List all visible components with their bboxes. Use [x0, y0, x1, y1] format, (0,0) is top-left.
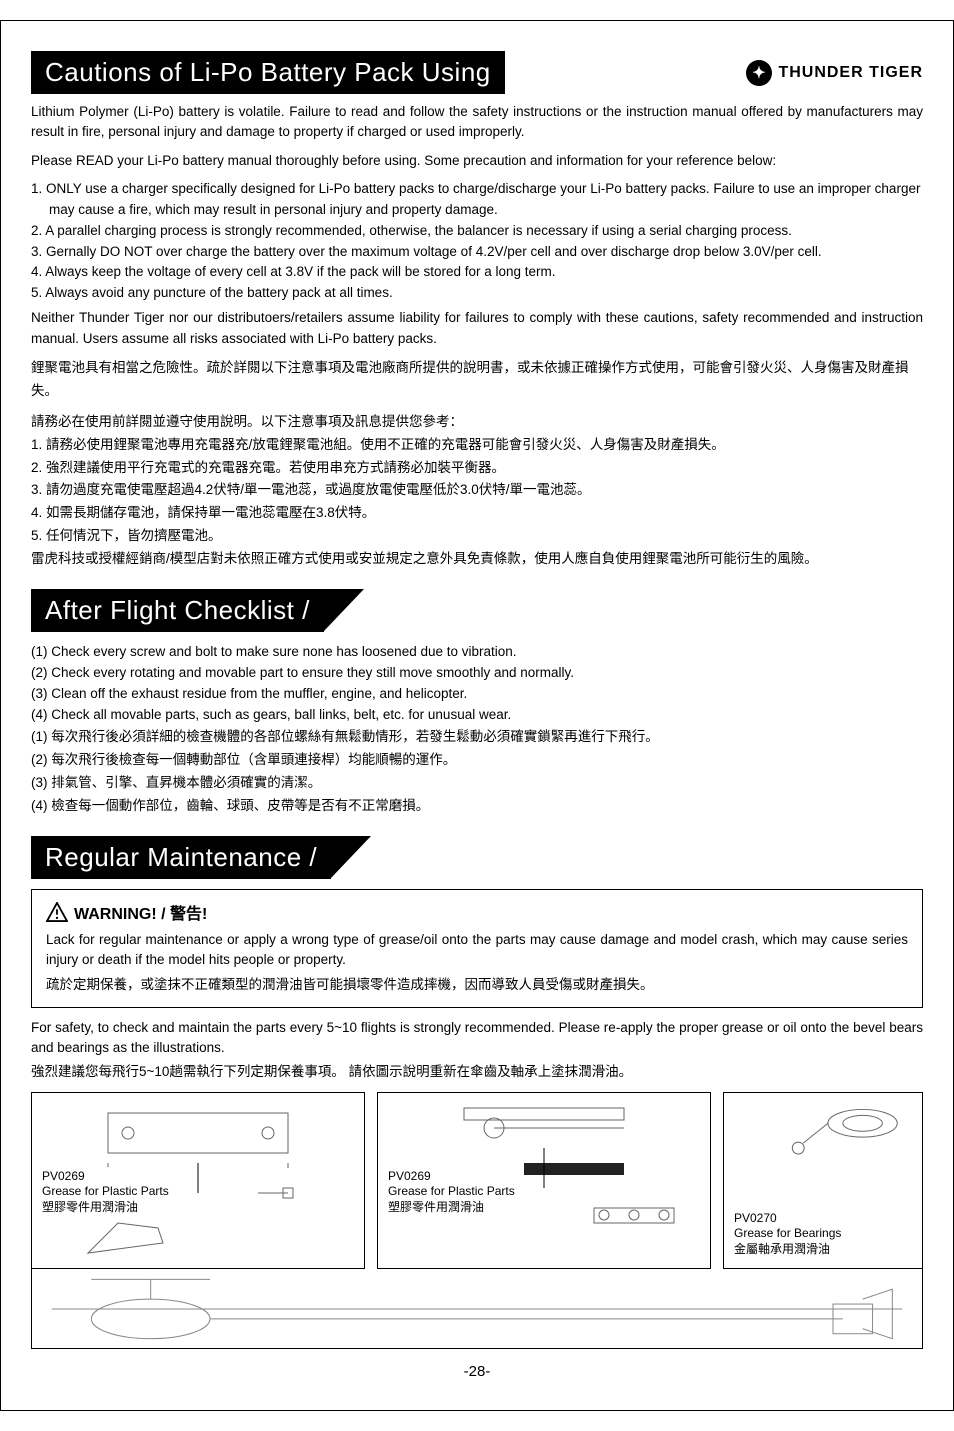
- bottom-schematic: [31, 1269, 923, 1349]
- figure-b: PV0269 Grease for Plastic Parts 塑膠零件用潤滑油: [377, 1092, 711, 1269]
- fig-a-label: PV0269 Grease for Plastic Parts 塑膠零件用潤滑油: [40, 1167, 171, 1218]
- maint-header-wrap: Regular Maintenance /: [31, 836, 923, 879]
- lipo-cjk-1: 鋰聚電池具有相當之危險性。疏於詳閱以下注意事項及電池廠商所提供的說明書，或未依據…: [31, 357, 923, 403]
- section-title-maint: Regular Maintenance /: [31, 836, 331, 879]
- fig-c-en: Grease for Bearings: [734, 1226, 841, 1242]
- fig-a-code: PV0269: [42, 1169, 169, 1185]
- lipo-item: 3. Gernally DO NOT over charge the batte…: [31, 242, 923, 263]
- fig-b-label: PV0269 Grease for Plastic Parts 塑膠零件用潤滑油: [386, 1167, 517, 1218]
- lipo-cjk-item: 2. 強烈建議使用平行充電式的充電器充電。若使用串充方式請務必加裝平衡器。: [31, 457, 923, 480]
- lipo-cjk-disclaimer: 雷虎科技或授權經銷商/模型店對未依照正確方式使用或安並規定之意外具免責條款，使用…: [31, 548, 923, 571]
- warning-title: WARNING! / 警告!: [46, 900, 908, 924]
- lipo-list: 1. ONLY use a charger specifically desig…: [31, 179, 923, 305]
- section-title-after: After Flight Checklist /: [31, 589, 324, 632]
- figure-a: PV0269 Grease for Plastic Parts 塑膠零件用潤滑油: [31, 1092, 365, 1269]
- after-header-wrap: After Flight Checklist /: [31, 589, 923, 632]
- after-item: (4) Check all movable parts, such as gea…: [31, 705, 923, 726]
- fig-a-en: Grease for Plastic Parts: [42, 1184, 169, 1200]
- after-item: (3) 排氣管、引擎、直昇機本體必須確實的清潔。: [31, 772, 923, 795]
- lipo-cjk-list: 1. 請務必使用鋰聚電池專用充電器充/放電鋰聚電池組。使用不正確的充電器可能會引…: [31, 434, 923, 549]
- warning-label: WARNING! / 警告!: [74, 900, 207, 924]
- after-item: (3) Clean off the exhaust residue from t…: [31, 684, 923, 705]
- lipo-cjk-2: 請務必在使用前詳閱並遵守使用說明。以下注意事項及訊息提供您參考：: [31, 411, 923, 434]
- page: Cautions of Li-Po Battery Pack Using ✦ T…: [0, 20, 954, 1411]
- figure-row: PV0269 Grease for Plastic Parts 塑膠零件用潤滑油: [31, 1092, 923, 1269]
- after-list: (1) Check every screw and bolt to make s…: [31, 642, 923, 817]
- helicopter-outline-icon: [32, 1269, 922, 1349]
- lipo-item: 5. Always avoid any puncture of the batt…: [31, 283, 923, 304]
- header-row: Cautions of Li-Po Battery Pack Using ✦ T…: [31, 51, 923, 94]
- lipo-item: 4. Always keep the voltage of every cell…: [31, 262, 923, 283]
- after-item: (1) 每次飛行後必須詳細的檢查機體的各部位螺絲有無鬆動情形，若發生鬆動必須確實…: [31, 726, 923, 749]
- lipo-disclaimer: Neither Thunder Tiger nor our distributo…: [31, 308, 923, 349]
- lipo-cjk-item: 1. 請務必使用鋰聚電池專用充電器充/放電鋰聚電池組。使用不正確的充電器可能會引…: [31, 434, 923, 457]
- after-item: (4) 檢查每一個動作部位，齒輪、球頭、皮帶等是否有不正常磨損。: [31, 795, 923, 818]
- fig-c-code: PV0270: [734, 1211, 841, 1227]
- after-item: (2) Check every rotating and movable par…: [31, 663, 923, 684]
- warning-text-cjk: 疏於定期保養，或塗抹不正確類型的潤滑油皆可能損壞零件造成摔機，因而導致人員受傷或…: [46, 974, 908, 997]
- fig-c-cjk: 金屬軸承用潤滑油: [734, 1242, 841, 1258]
- logo-mark-icon: ✦: [746, 60, 772, 86]
- brand-name: THUNDER TIGER: [778, 64, 923, 82]
- fig-c-label: PV0270 Grease for Bearings 金屬軸承用潤滑油: [732, 1209, 843, 1260]
- lipo-intro-1: Lithium Polymer (Li-Po) battery is volat…: [31, 102, 923, 143]
- figure-c: PV0270 Grease for Bearings 金屬軸承用潤滑油: [723, 1092, 923, 1269]
- after-item: (1) Check every screw and bolt to make s…: [31, 642, 923, 663]
- lipo-item: 2. A parallel charging process is strong…: [31, 221, 923, 242]
- lipo-intro-2: Please READ your Li-Po battery manual th…: [31, 151, 923, 171]
- lipo-item: 1. ONLY use a charger specifically desig…: [31, 179, 923, 221]
- lipo-cjk-item: 4. 如需長期儲存電池，請保持單一電池蕊電壓在3.8伏特。: [31, 502, 923, 525]
- fig-b-cjk: 塑膠零件用潤滑油: [388, 1200, 515, 1216]
- fig-b-code: PV0269: [388, 1169, 515, 1185]
- brand-logo: ✦ THUNDER TIGER: [746, 60, 923, 86]
- warning-triangle-icon: [46, 902, 68, 922]
- warning-box: WARNING! / 警告! Lack for regular maintena…: [31, 889, 923, 1008]
- maint-para-cjk: 強烈建議您每飛行5~10趟需執行下列定期保養事項。 請依圖示說明重新在傘齒及軸承…: [31, 1061, 923, 1084]
- warning-text-en: Lack for regular maintenance or apply a …: [46, 930, 908, 971]
- schematic-c-icon: [724, 1093, 922, 1213]
- fig-b-en: Grease for Plastic Parts: [388, 1184, 515, 1200]
- lipo-cjk-item: 5. 任何情況下，皆勿擠壓電池。: [31, 525, 923, 548]
- fig-a-cjk: 塑膠零件用潤滑油: [42, 1200, 169, 1216]
- after-item: (2) 每次飛行後檢查每一個轉動部位（含單頭連接桿）均能順暢的運作。: [31, 749, 923, 772]
- page-number: -28-: [31, 1363, 923, 1380]
- lipo-cjk-item: 3. 請勿過度充電使電壓超過4.2伏特/單一電池蕊，或過度放電使電壓低於3.0伏…: [31, 479, 923, 502]
- maint-para-en: For safety, to check and maintain the pa…: [31, 1018, 923, 1059]
- section-title-lipo: Cautions of Li-Po Battery Pack Using: [31, 51, 505, 94]
